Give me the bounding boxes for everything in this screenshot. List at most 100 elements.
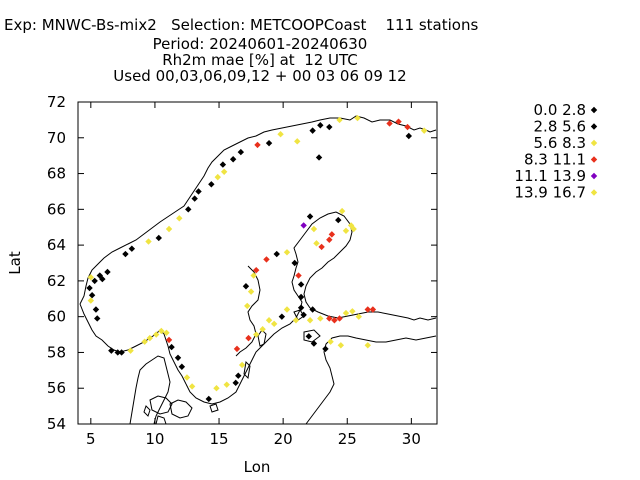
x-tick-label: 20 <box>274 430 293 448</box>
y-tick-label: 56 <box>47 379 66 397</box>
y-axis-label: Lat <box>6 251 24 275</box>
legend-marker <box>590 123 598 130</box>
station-point <box>94 315 101 322</box>
station-point <box>146 334 153 342</box>
station-point <box>342 309 350 317</box>
station-point <box>291 259 298 267</box>
station-point <box>191 195 198 202</box>
station-point <box>309 306 316 313</box>
legend-label: 2.8 5.6 <box>534 118 586 136</box>
station-point <box>265 139 273 147</box>
station-point <box>369 306 377 313</box>
station-point <box>145 238 152 245</box>
station-point <box>404 123 411 131</box>
station-point <box>318 243 325 251</box>
station-point <box>270 320 278 328</box>
station-point <box>165 336 173 344</box>
station-point <box>322 345 329 353</box>
station-point <box>188 383 196 390</box>
station-point <box>165 225 173 233</box>
station-point <box>315 154 323 161</box>
legend-marker <box>590 172 598 180</box>
station-point <box>208 181 215 188</box>
x-tick-label: 30 <box>402 430 421 448</box>
station-point <box>297 304 305 311</box>
chart-title-line-4: Used 00,03,06,09,12 + 00 03 06 09 12 <box>113 67 407 85</box>
station-point <box>306 317 314 324</box>
x-tick-label: 25 <box>338 430 357 448</box>
station-point <box>128 245 136 252</box>
station-point <box>88 292 96 299</box>
station-point <box>163 329 170 336</box>
station-point <box>244 302 251 310</box>
x-tick-label: 5 <box>86 430 96 448</box>
legend-label: 11.1 13.9 <box>514 167 586 185</box>
axis-ticks: 5 10 15 20 25 30 54 56 58 60 62 64 66 68 70 72 <box>47 93 437 448</box>
legend-marker <box>590 106 598 114</box>
station-point <box>328 231 336 238</box>
station-point <box>317 122 324 129</box>
station-point <box>336 116 343 124</box>
station-point <box>313 240 320 247</box>
station-point <box>237 148 245 156</box>
station-point <box>292 317 300 324</box>
station-point <box>338 207 346 215</box>
station-point <box>91 277 98 285</box>
station-point <box>178 363 186 370</box>
station-point <box>364 306 371 313</box>
station-point <box>386 120 393 127</box>
station-point <box>277 131 284 138</box>
y-tick-label: 72 <box>47 93 66 111</box>
legend-label: 5.6 8.3 <box>534 134 586 152</box>
y-tick-label: 60 <box>47 308 66 326</box>
station-point <box>331 317 338 324</box>
station-point <box>213 385 220 392</box>
station-point <box>326 236 333 243</box>
station-point <box>294 138 301 145</box>
station-point <box>99 275 106 283</box>
station-point <box>420 127 428 134</box>
station-point <box>405 132 412 140</box>
station-point <box>350 225 357 233</box>
station-point <box>242 283 250 290</box>
x-tick-label: 10 <box>145 430 164 448</box>
station-point <box>141 338 148 345</box>
y-tick-label: 62 <box>47 272 66 290</box>
plot-frame <box>77 101 438 425</box>
station-point <box>327 338 334 345</box>
station-point <box>155 234 162 242</box>
station-point <box>273 250 280 258</box>
station-point <box>87 297 95 304</box>
station-point <box>300 222 307 229</box>
station-point <box>168 343 175 351</box>
x-axis-label: Lon <box>244 458 271 476</box>
legend-marker <box>590 189 598 196</box>
station-point <box>238 361 246 369</box>
station-point <box>214 173 221 181</box>
station-point <box>259 325 266 333</box>
y-tick-label: 58 <box>47 343 66 361</box>
chart-title-line-3: Rh2m mae [%] at 12 UTC <box>162 51 358 69</box>
station-point <box>229 156 237 163</box>
station-point <box>265 317 273 324</box>
station-point <box>223 381 230 388</box>
legend-marker <box>590 139 598 147</box>
station-point <box>278 313 286 320</box>
station-point <box>108 347 115 354</box>
station-point <box>355 313 362 320</box>
station-point <box>254 141 261 149</box>
station-point <box>309 127 316 134</box>
station-point <box>245 334 252 342</box>
station-point <box>283 249 291 256</box>
y-tick-label: 54 <box>47 415 66 433</box>
station-point <box>335 216 342 224</box>
station-point <box>317 315 324 322</box>
station-point <box>233 345 241 353</box>
station-point <box>118 349 125 356</box>
station-point <box>336 315 343 322</box>
station-point <box>185 206 192 213</box>
station-point <box>253 331 260 338</box>
station-point <box>195 188 202 195</box>
legend-label: 0.0 2.8 <box>534 101 586 119</box>
